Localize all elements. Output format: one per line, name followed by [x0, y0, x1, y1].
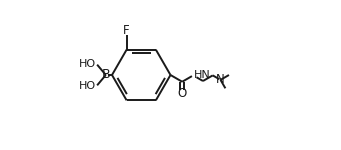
Text: HO: HO	[79, 81, 97, 91]
Text: O: O	[178, 87, 187, 100]
Text: N: N	[216, 73, 225, 86]
Text: F: F	[123, 24, 130, 37]
Text: HO: HO	[79, 59, 97, 69]
Text: HN: HN	[194, 70, 210, 80]
Text: B: B	[102, 69, 110, 81]
